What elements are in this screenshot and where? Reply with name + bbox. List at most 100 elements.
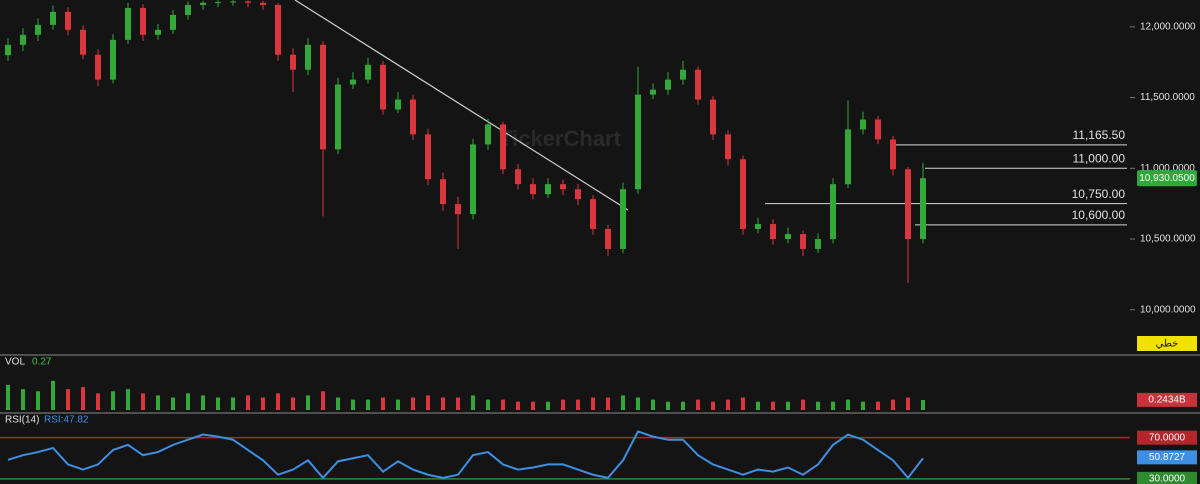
candle-body <box>200 2 206 5</box>
volume-bar <box>891 399 895 410</box>
volume-bar <box>531 401 535 410</box>
candle-body <box>725 134 731 160</box>
candle-body <box>845 129 851 185</box>
candle-body <box>65 11 71 30</box>
volume-bar <box>6 385 10 410</box>
candle-body <box>425 134 431 180</box>
volume-bar <box>426 395 430 410</box>
last-price-label: 10,930.0500 <box>1139 173 1195 184</box>
volume-bar <box>141 393 145 410</box>
y-tick-label: 10,500.0000 <box>1140 234 1196 245</box>
candle-body <box>290 54 296 70</box>
level-label: 11,165.50 <box>1073 128 1126 142</box>
volume-bar <box>591 397 595 410</box>
volume-bar <box>261 397 265 410</box>
volume-bar <box>771 401 775 410</box>
candle-body <box>500 124 506 170</box>
volume-bar <box>486 399 490 410</box>
volume-tag-label: 0.2434B <box>1148 394 1186 405</box>
candle-body <box>125 7 131 40</box>
candle-body <box>365 64 371 80</box>
candle-body <box>875 119 881 140</box>
y-tick-label: 11,000.0000 <box>1140 163 1195 174</box>
candle-body <box>710 99 716 135</box>
volume-bar <box>156 395 160 410</box>
volume-bar <box>741 397 745 410</box>
candle-body <box>410 99 416 135</box>
volume-bar <box>516 401 520 410</box>
candle-body <box>395 99 401 110</box>
volume-bar <box>576 399 580 410</box>
volume-bar <box>36 391 40 410</box>
candle-body <box>260 2 266 5</box>
volume-bar <box>231 397 235 410</box>
candle-body <box>680 69 686 80</box>
volume-bar <box>126 389 130 410</box>
candle-body <box>665 79 671 90</box>
volume-bar <box>846 399 850 410</box>
candle-body <box>560 184 566 190</box>
candle-body <box>350 79 356 85</box>
volume-bar <box>351 399 355 410</box>
volume-bar <box>801 399 805 410</box>
candle-body <box>830 184 836 240</box>
volume-bar <box>816 401 820 410</box>
candle-body <box>455 204 461 215</box>
candle-body <box>230 1 236 3</box>
volume-bar <box>756 401 760 410</box>
candle-body <box>20 34 26 45</box>
candle-body <box>815 239 821 249</box>
volume-bar <box>561 399 565 410</box>
candle-body <box>5 44 11 56</box>
last-price-tag <box>1137 170 1197 187</box>
candle-body <box>920 178 926 240</box>
candle-body <box>695 69 701 100</box>
candle-body <box>785 234 791 240</box>
volume-bar <box>321 391 325 410</box>
candle-body <box>185 4 191 15</box>
volume-bar <box>546 401 550 410</box>
volume-bar <box>381 397 385 410</box>
volume-bar <box>621 395 625 410</box>
rsi-line <box>7 430 924 480</box>
volume-bar <box>471 395 475 410</box>
volume-bar <box>396 399 400 410</box>
candle-body <box>335 84 341 150</box>
candle-body <box>605 228 611 249</box>
candle-body <box>545 184 551 195</box>
candle-body <box>755 224 761 229</box>
candle-body <box>305 44 311 70</box>
candle-body <box>155 29 161 35</box>
volume-bar <box>96 393 100 410</box>
watermark: TickerChart <box>499 126 622 151</box>
volume-bar <box>501 399 505 410</box>
candle-body <box>215 2 221 4</box>
tag: خطي <box>1156 339 1179 350</box>
volume-bar <box>186 393 190 410</box>
volume-bar <box>276 393 280 410</box>
candle-body <box>770 224 776 240</box>
candle-body <box>635 94 641 190</box>
volume-bar <box>81 387 85 410</box>
candle-body <box>620 189 626 249</box>
candle-body <box>530 184 536 195</box>
y-tick-label: 11,500.0000 <box>1140 92 1195 103</box>
volume-bar <box>111 391 115 410</box>
volume-bar <box>411 397 415 410</box>
candle-body <box>860 119 866 130</box>
candle-body <box>890 139 896 170</box>
candle-body <box>275 4 281 55</box>
candle-body <box>740 159 746 229</box>
candle-body <box>110 39 116 80</box>
level-label: 10,750.00 <box>1072 187 1126 201</box>
rsi-level-label: 30.0000 <box>1149 473 1186 484</box>
volume-bar <box>696 399 700 410</box>
candle-body <box>905 169 911 240</box>
volume-bar <box>441 397 445 410</box>
candle-body <box>320 44 326 150</box>
rsi-level-tag <box>1137 430 1197 445</box>
volume-bar <box>681 401 685 410</box>
volume-bar <box>51 380 55 410</box>
